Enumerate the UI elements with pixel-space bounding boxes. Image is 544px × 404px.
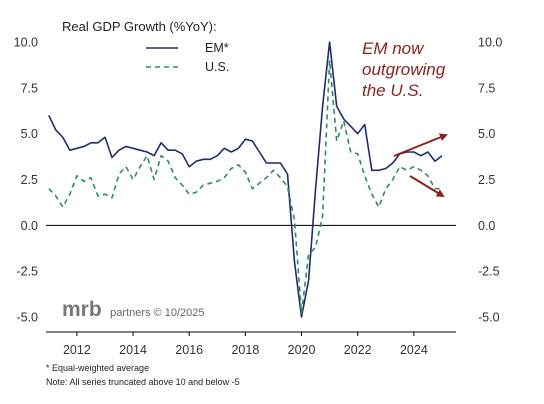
y-tick-label-left: 0.0 (21, 219, 38, 233)
y-tick-label-right: -5.0 (478, 311, 500, 325)
y-tick-label-right: -2.5 (478, 265, 500, 279)
series-line-us (48, 59, 442, 315)
footnote-truncation-note: Note: All series truncated above 10 and … (46, 377, 240, 387)
y-axis-right: 10.0 7.5 5.0 2.5 0.0 -2.5 -5.0 (478, 36, 502, 325)
watermark-brand: mrb (62, 298, 102, 321)
watermark-suffix: partners © 10/2025 (110, 307, 204, 319)
annotation-line-1: EM now (362, 39, 425, 58)
x-tick-label: 2012 (63, 343, 91, 357)
x-tick-label: 2022 (344, 343, 372, 357)
series-layer (48, 41, 443, 318)
annotation-line-3: the U.S. (362, 81, 423, 100)
y-tick-label-right: 5.0 (478, 127, 495, 141)
y-tick-label-left: -5.0 (16, 311, 38, 325)
x-tick-label: 2024 (400, 343, 428, 357)
legend-title: Real GDP Growth (%YoY): (62, 19, 217, 34)
y-tick-label-right: 7.5 (478, 81, 495, 95)
y-axis-left: 10.0 7.5 5.0 2.5 0.0 -2.5 -5.0 (14, 36, 38, 325)
y-tick-label-left: 2.5 (21, 173, 38, 187)
annotation-line-2: outgrowing (362, 60, 446, 79)
annotation-arrow-up (393, 133, 448, 157)
y-tick-label-left: -2.5 (16, 265, 38, 279)
x-tick-label: 2020 (288, 343, 316, 357)
x-axis: 2012 2014 2016 2018 2020 2022 2024 (63, 332, 428, 357)
legend-label-us: U.S. (205, 60, 229, 74)
watermark: mrb partners © 10/2025 (62, 298, 204, 321)
y-tick-label-right: 10.0 (478, 36, 502, 50)
y-tick-label-left: 7.5 (21, 81, 38, 95)
y-tick-label-right: 0.0 (478, 219, 495, 233)
annotation-arrow-down (409, 175, 445, 198)
legend-label-em: EM* (205, 41, 229, 55)
y-tick-label-right: 2.5 (478, 173, 495, 187)
x-tick-label: 2016 (175, 343, 203, 357)
x-tick-label: 2018 (231, 343, 259, 357)
y-tick-label-left: 10.0 (14, 36, 38, 50)
series-line-em (48, 41, 443, 318)
x-tick-label: 2014 (119, 343, 147, 357)
footnote-equal-weighted: * Equal-weighted average (46, 363, 150, 373)
y-tick-label-left: 5.0 (21, 127, 38, 141)
